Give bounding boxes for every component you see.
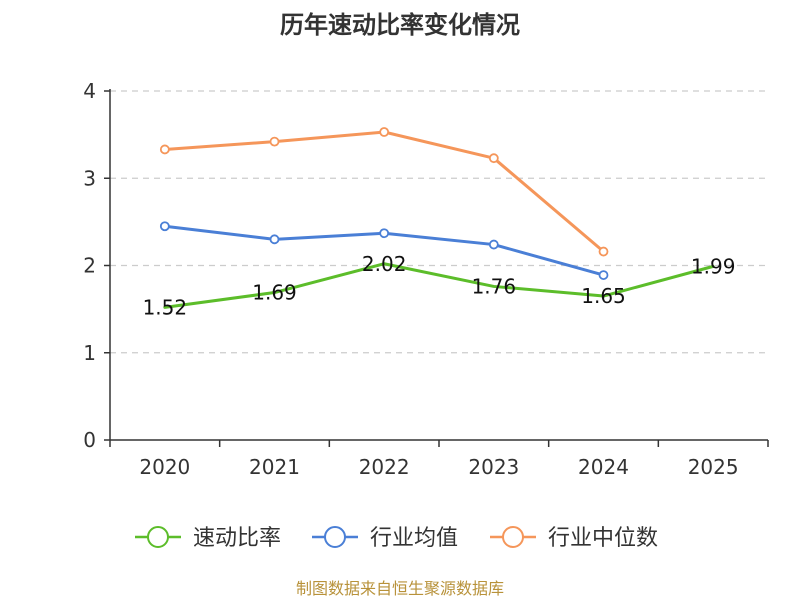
series-point-2[interactable] <box>269 136 280 147</box>
data-label: 1.76 <box>472 274 517 298</box>
series-point-2[interactable] <box>488 153 499 164</box>
data-label: 1.99 <box>691 254 736 278</box>
series-point-1[interactable] <box>379 228 390 239</box>
legend-label-1[interactable]: 行业均值 <box>370 526 458 551</box>
y-tick-label: 0 <box>83 428 96 452</box>
y-tick-label: 2 <box>83 254 96 278</box>
legend-label-2[interactable]: 行业中位数 <box>548 526 658 551</box>
legend-marker-0[interactable] <box>147 526 169 548</box>
series-point-2[interactable] <box>379 127 390 137</box>
x-tick-label: 2025 <box>688 455 739 479</box>
series-point-1[interactable] <box>598 270 609 280</box>
series-line-0 <box>163 262 715 309</box>
x-tick-label: 2024 <box>578 455 629 479</box>
grid-lines <box>110 90 768 354</box>
series-point-2[interactable] <box>159 144 170 155</box>
axes: 0 1 2 3 4 2020 2021 2022 2023 2024 2025 <box>83 79 769 479</box>
data-label: 1.52 <box>143 295 188 319</box>
series-point-1[interactable] <box>159 221 170 232</box>
x-tick-label: 2022 <box>359 455 410 479</box>
data-label: 1.65 <box>581 284 626 308</box>
chart-title: 历年速动比率变化情况 <box>280 11 520 39</box>
legend-marker-1[interactable] <box>324 526 346 548</box>
x-tick-label: 2020 <box>139 455 190 479</box>
data-label: 2.02 <box>362 252 407 276</box>
y-tick-label: 1 <box>83 341 96 365</box>
data-label: 1.69 <box>252 281 297 305</box>
source-note: 制图数据来自恒生聚源数据库 <box>296 579 504 598</box>
series-point-2[interactable] <box>598 246 609 257</box>
y-tick-label: 4 <box>83 79 96 103</box>
data-labels: 1.52 1.69 2.02 1.76 1.65 1.99 <box>143 252 736 320</box>
legend-label-0[interactable]: 速动比率 <box>193 526 281 551</box>
series-layer <box>159 127 715 309</box>
legend-marker-2[interactable] <box>502 526 524 548</box>
y-tick-label: 3 <box>83 166 96 190</box>
x-tick-label: 2021 <box>249 455 300 479</box>
legend[interactable]: 速动比率 行业均值 行业中位数 <box>135 526 658 551</box>
series-point-1[interactable] <box>488 239 499 250</box>
x-tick-label: 2023 <box>468 455 519 479</box>
series-point-1[interactable] <box>269 234 280 245</box>
